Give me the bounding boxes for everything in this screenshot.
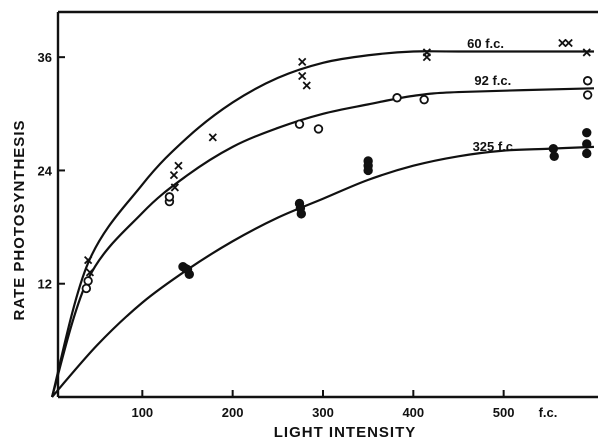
data-point-filled-circle bbox=[582, 139, 592, 149]
x-tick-label: 100 bbox=[131, 405, 153, 420]
data-point-filled-circle bbox=[180, 263, 191, 274]
data-point-open-circle bbox=[164, 192, 175, 202]
y-tick-label: 12 bbox=[38, 277, 52, 292]
data-point-x-stroke bbox=[422, 53, 432, 62]
series-label: 60 f.c. bbox=[467, 36, 504, 51]
data-point-x bbox=[564, 38, 573, 48]
y-tick-label: 24 bbox=[38, 163, 53, 178]
data-point-open-circle bbox=[582, 90, 593, 100]
data-point-x-stroke bbox=[564, 38, 573, 48]
data-point-filled-circle bbox=[549, 151, 559, 161]
data-point-x bbox=[169, 171, 179, 180]
data-point-x bbox=[558, 38, 567, 48]
data-point-x-stroke bbox=[170, 183, 179, 192]
x-axis-label: LIGHT INTENSITY bbox=[274, 424, 417, 440]
data-point-x bbox=[208, 133, 217, 142]
x-tick-label: 500 bbox=[493, 405, 515, 420]
data-point-open-circle bbox=[419, 94, 429, 105]
data-point-x-stroke bbox=[169, 171, 179, 180]
data-point-x-stroke bbox=[83, 255, 93, 265]
data-point-x-stroke bbox=[302, 81, 311, 90]
series-label-group: 60 f.c. 92 f.c. 325 f.c. bbox=[467, 36, 517, 154]
x-unit-label: f.c. bbox=[539, 405, 558, 420]
data-point-x-stroke bbox=[85, 268, 95, 277]
data-point-x-stroke bbox=[174, 161, 183, 170]
series-curve bbox=[50, 87, 595, 398]
data-point-x-stroke bbox=[298, 71, 307, 81]
data-point-open-circle bbox=[83, 276, 93, 286]
data-point-filled-circle bbox=[363, 165, 373, 176]
x-tick-label: 300 bbox=[312, 405, 334, 420]
data-point-x bbox=[298, 57, 307, 67]
data-point-open-circle bbox=[313, 124, 324, 134]
data-point-filled-circle bbox=[582, 148, 592, 159]
plot-frame bbox=[56, 10, 598, 399]
data-point-x bbox=[83, 255, 93, 265]
data-point-x-stroke bbox=[208, 133, 217, 142]
data-point-x bbox=[174, 161, 183, 170]
data-point-x-stroke bbox=[582, 48, 591, 57]
data-point-x bbox=[582, 48, 591, 57]
series-label: 325 f.c. bbox=[473, 139, 517, 154]
x-tick-label: 200 bbox=[222, 405, 244, 420]
curve-group bbox=[50, 50, 595, 398]
data-point-open-circle bbox=[392, 93, 402, 103]
series-curve bbox=[51, 145, 595, 398]
y-tick-label: 36 bbox=[38, 50, 52, 65]
data-point-x bbox=[85, 268, 95, 277]
data-point-filled-circle bbox=[296, 209, 307, 219]
data-point-open-circle bbox=[294, 119, 305, 129]
data-point-filled-circle bbox=[582, 127, 592, 138]
data-point-open-circle bbox=[582, 76, 593, 86]
tick-group: 100 200 300 400 500 12 24 36 bbox=[38, 50, 515, 420]
data-point-x-stroke bbox=[558, 38, 567, 48]
data-point-x bbox=[170, 183, 179, 192]
data-point-x bbox=[302, 81, 311, 90]
data-point-x bbox=[422, 53, 432, 62]
data-point-x bbox=[298, 71, 307, 81]
series-curve bbox=[50, 50, 594, 398]
x-tick-label: 400 bbox=[402, 405, 424, 420]
data-point-open-circle bbox=[81, 283, 92, 294]
point-group bbox=[81, 38, 593, 294]
y-axis-label: RATE PHOTOSYNTHESIS bbox=[11, 120, 28, 321]
data-point-x-stroke bbox=[298, 57, 307, 67]
series-label: 92 f.c. bbox=[474, 73, 511, 88]
